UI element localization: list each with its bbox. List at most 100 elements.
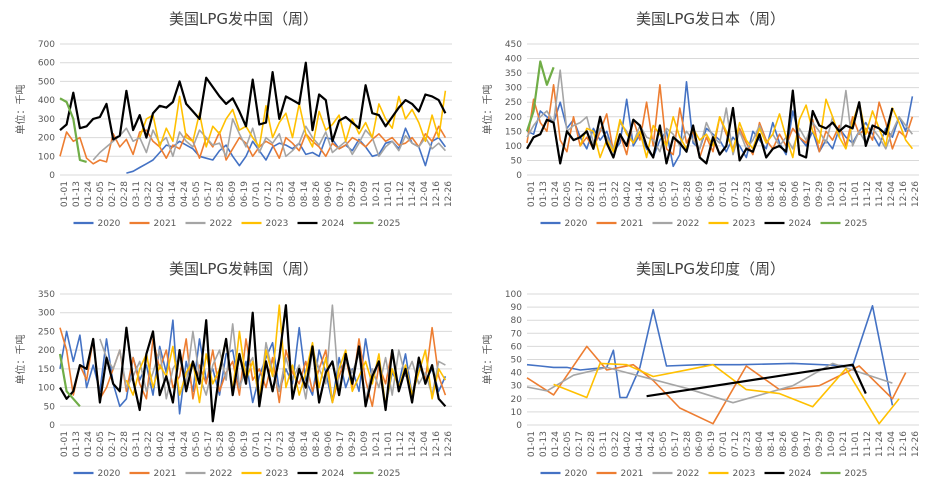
- x-tick-label: 02-17: [575, 431, 585, 457]
- legend-label: 2021: [154, 219, 177, 229]
- series-2025-path: [59, 97, 87, 163]
- y-tick-label: 700: [38, 40, 55, 50]
- series-2025-path: [58, 353, 81, 408]
- series-2023-path: [125, 304, 447, 408]
- x-tick-label: 02-28: [120, 181, 130, 207]
- x-tick-label: 09-17: [803, 181, 813, 207]
- x-tick-label: 05-28: [683, 181, 693, 207]
- x-tick-label: 02-05: [96, 431, 106, 457]
- legend-item-2022: 2022: [652, 219, 700, 229]
- x-tick-label: 09-06: [791, 431, 801, 457]
- y-tick-label: 300: [38, 115, 55, 125]
- x-tick-label: 12-04: [887, 181, 897, 207]
- y-tick-label: 600: [38, 59, 55, 69]
- y-tick-label: 10: [511, 408, 523, 418]
- series-2023-path: [138, 90, 447, 148]
- x-tick-label: 05-17: [204, 181, 214, 207]
- series-2022-line: [526, 69, 914, 156]
- y-tick-label: 20: [511, 395, 523, 405]
- x-tick-label: 06-19: [707, 181, 717, 207]
- y-tick-label: 400: [505, 55, 522, 65]
- legend-label: 2024: [322, 219, 345, 229]
- x-tick-label: 04-02: [156, 431, 166, 457]
- x-tick-label: 12-26: [444, 431, 454, 457]
- x-tick-label: 06-09: [228, 431, 238, 457]
- x-tick-label: 05-28: [683, 431, 693, 457]
- x-tick-label: 01-13: [539, 431, 549, 457]
- x-tick-label: 07-23: [276, 431, 286, 457]
- legend-item-2020: 2020: [540, 219, 588, 229]
- x-tick-label: 12-16: [432, 431, 442, 457]
- series-2020-path: [526, 305, 894, 406]
- chart-india-svg: 美国LPG发印度（周） 0 10 20 30 40 50 60 70 80 90 100 单位：千吨 01…: [481, 260, 921, 479]
- x-tick-label: 09-06: [791, 181, 801, 207]
- x-tick-label: 12-04: [887, 431, 897, 457]
- x-tick-label: 04-14: [635, 431, 645, 457]
- x-tick-label: 10-09: [360, 431, 370, 457]
- x-tick-label: 01-01: [527, 431, 537, 457]
- x-tick-label: 07-23: [743, 181, 753, 207]
- x-tick-label: 02-28: [587, 431, 597, 457]
- x-tick-label: 08-04: [288, 431, 298, 457]
- chart-china-svg: 美国LPG发中国（周） 0 100 200 300 400 500 600 700 单位：千吨 01…: [14, 10, 454, 229]
- series-2023-line: [138, 90, 447, 148]
- y-tick-label: 200: [38, 134, 55, 144]
- x-tick-label: 09-29: [815, 431, 825, 457]
- x-tick-label: 10-09: [827, 431, 837, 457]
- legend-label: 2022: [677, 219, 700, 229]
- legend-label: 2021: [621, 469, 644, 479]
- legend-label: 2024: [789, 469, 812, 479]
- x-tick-label: 01-24: [551, 181, 561, 207]
- y-tick-label: 100: [38, 152, 55, 162]
- x-tick-label: 07-12: [264, 431, 274, 457]
- x-tick-label: 04-24: [647, 181, 657, 207]
- x-tick-label: 02-17: [108, 431, 118, 457]
- y-axis-label: 单位：千吨: [14, 85, 27, 135]
- x-tick-label: 06-19: [707, 431, 717, 457]
- series-2024-path: [59, 61, 447, 143]
- x-tick-label: 11-24: [408, 431, 418, 457]
- y-axis-label: 单位：千吨: [14, 335, 27, 385]
- x-tick-label: 02-17: [575, 181, 585, 207]
- legend-item-2023: 2023: [241, 469, 288, 479]
- chart-china: 美国LPG发中国（周） 0 100 200 300 400 500 600 700 单位：千吨 01…: [0, 0, 467, 250]
- legend-item-2024: 2024: [297, 469, 345, 479]
- x-tick-label: 01-01: [527, 181, 537, 207]
- legend-label: 2020: [98, 469, 121, 479]
- y-tick-label: 0: [49, 171, 55, 181]
- x-tick-label: 03-22: [611, 431, 621, 457]
- series-2024-path: [646, 363, 867, 398]
- x-tick-label: 09-29: [815, 181, 825, 207]
- series-2021-path: [59, 125, 447, 165]
- legend-label: 2024: [789, 219, 812, 229]
- y-tick-label: 50: [511, 356, 523, 366]
- y-tick-label: 350: [505, 69, 522, 79]
- x-tick-label: 04-14: [635, 181, 645, 207]
- legend-label: 2023: [733, 219, 756, 229]
- x-tick-label: 05-17: [671, 431, 681, 457]
- x-tick-label: 11-24: [875, 181, 885, 207]
- x-tick-label: 05-28: [216, 181, 226, 207]
- series-2024-path: [526, 89, 894, 165]
- x-tick-label: 04-02: [623, 181, 633, 207]
- x-tick-label: 06-19: [240, 431, 250, 457]
- legend-label: 2025: [845, 219, 868, 229]
- legend-label: 2025: [378, 469, 401, 479]
- x-tick-label: 11-12: [863, 181, 873, 207]
- x-tick-label: 03-11: [599, 431, 609, 457]
- x-tick-label: 06-09: [695, 181, 705, 207]
- chart-india: 美国LPG发印度（周） 0 10 20 30 40 50 60 70 80 90 100 单位：千吨 01…: [467, 250, 934, 500]
- x-tick-label: 11-01: [384, 181, 394, 207]
- series-2020-line: [526, 305, 894, 406]
- legend-item-2021: 2021: [129, 219, 177, 229]
- x-tick-label: 05-28: [216, 431, 226, 457]
- x-tick-label: 03-11: [599, 181, 609, 207]
- x-tick-label: 12-04: [420, 181, 430, 207]
- x-tick-label: 01-24: [551, 431, 561, 457]
- x-tick-label: 09-17: [336, 181, 346, 207]
- x-tick-label: 10-09: [360, 181, 370, 207]
- x-tick-label: 08-04: [288, 181, 298, 207]
- x-tick-label: 12-16: [899, 431, 909, 457]
- chart-title: 美国LPG发日本（周）: [636, 10, 785, 28]
